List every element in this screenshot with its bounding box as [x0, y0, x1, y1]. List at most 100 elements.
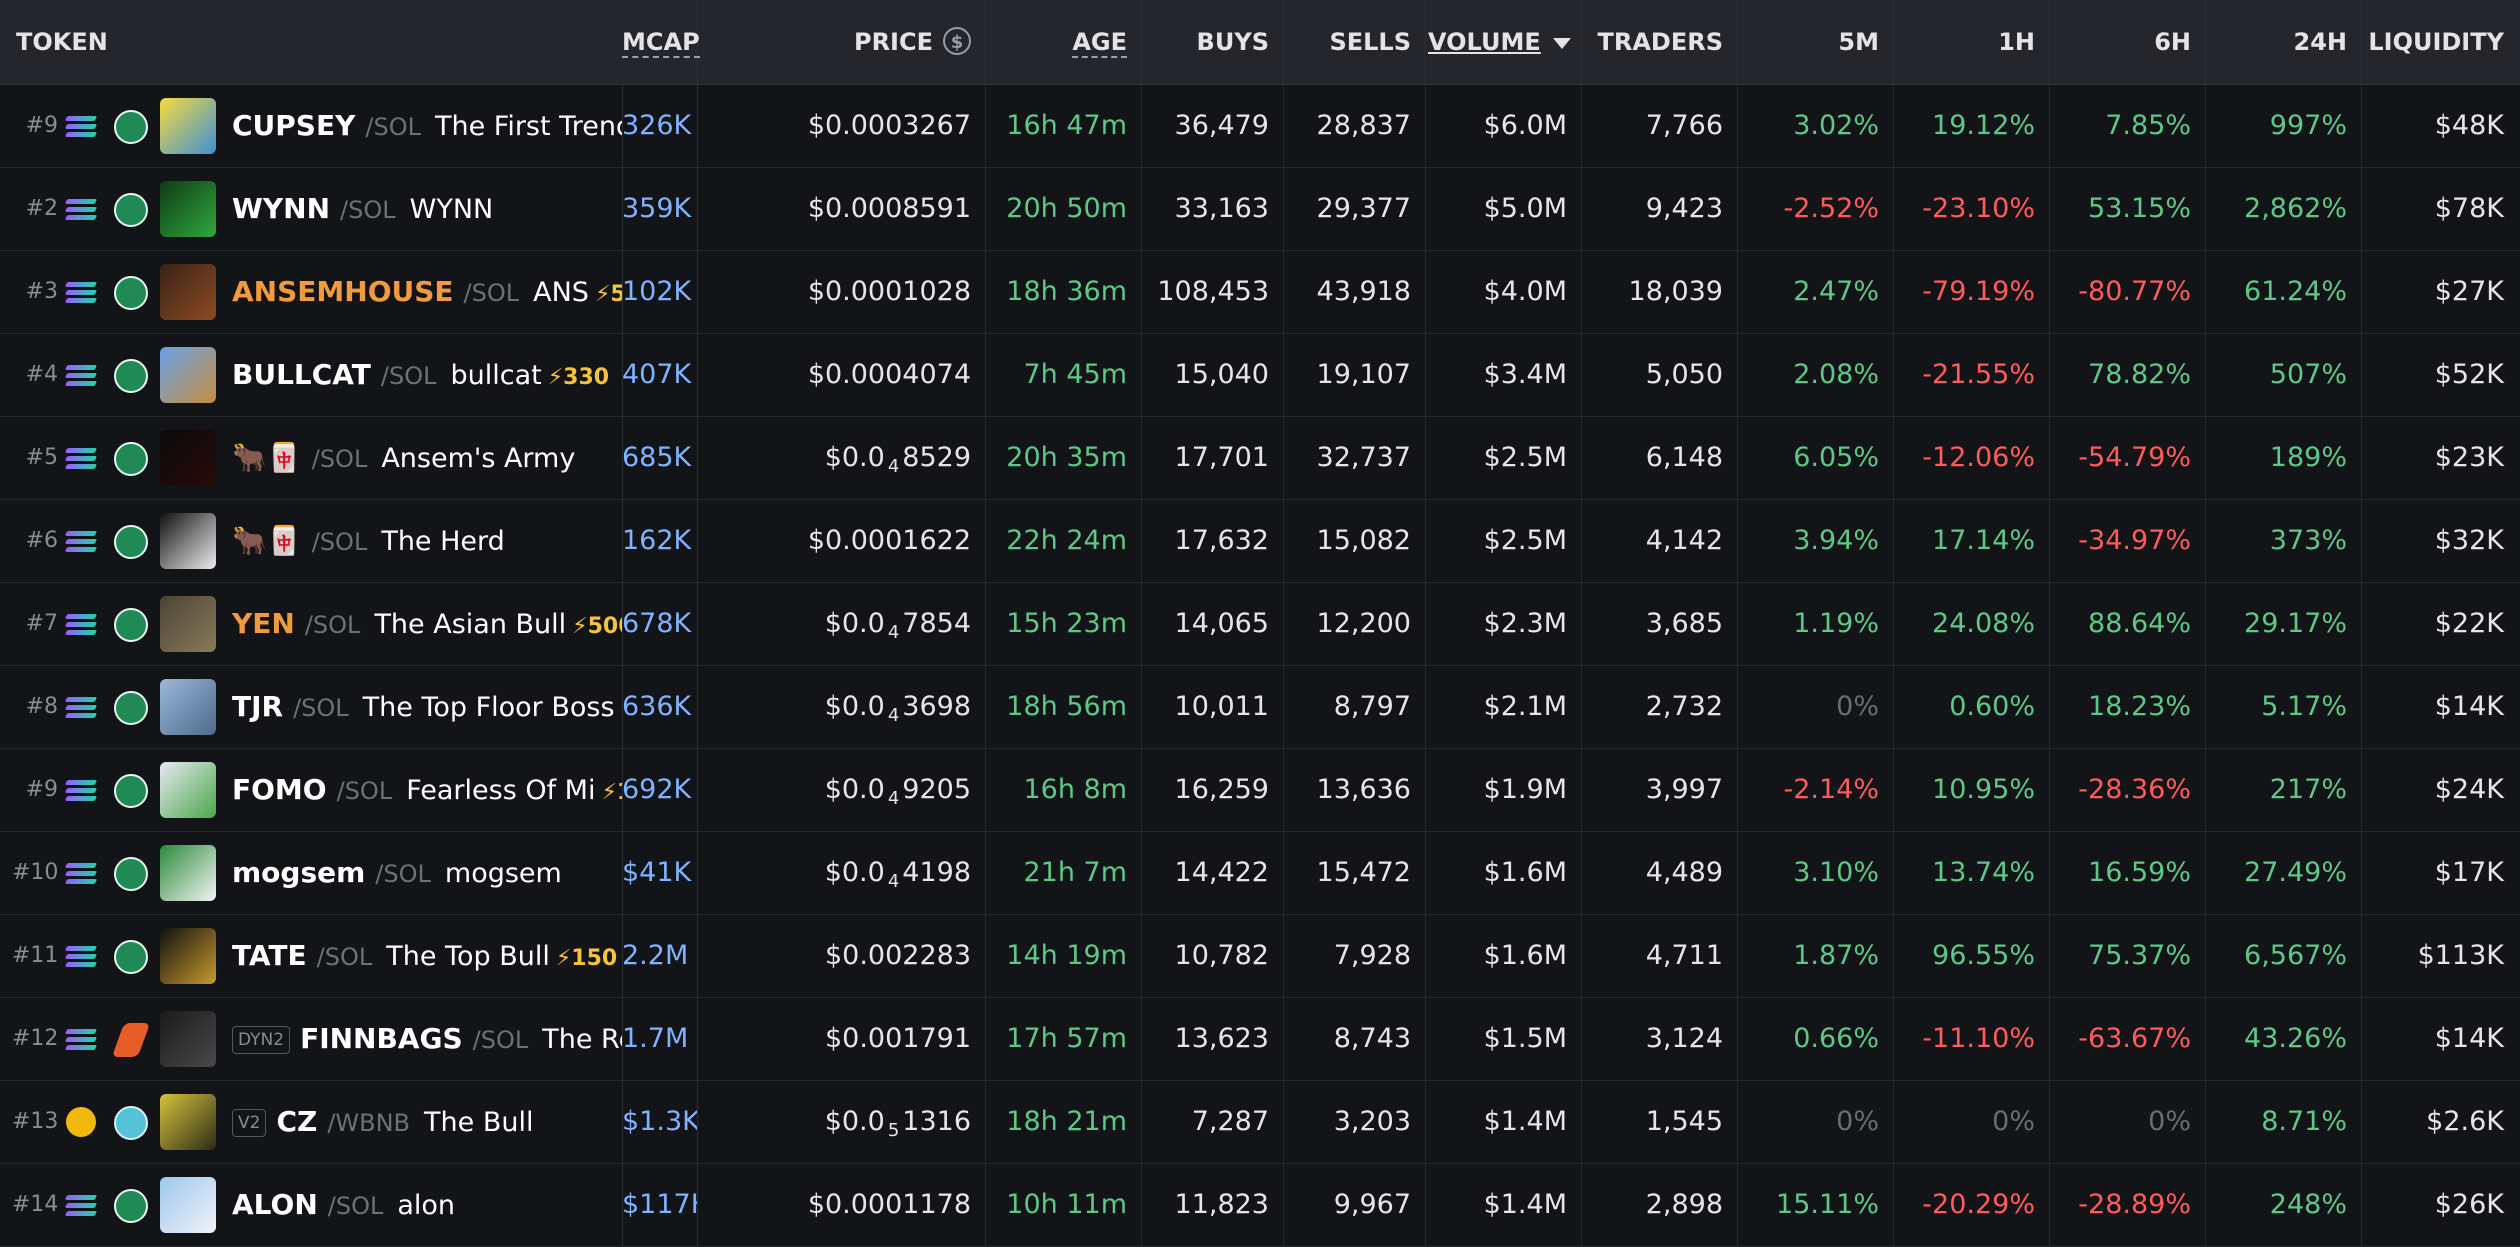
- boost-badge: ⚡150: [555, 946, 618, 971]
- symbol-text: TJR: [232, 690, 284, 723]
- token-symbol[interactable]: ALON/SOL alon: [232, 1163, 455, 1246]
- token-cell[interactable]: #8 TJR/SOL The Top Floor Boss: [0, 665, 623, 748]
- token-cell[interactable]: #4 BULLCAT/SOL bullcat ⚡330: [0, 333, 623, 416]
- token-symbol[interactable]: BULLCAT/SOL bullcat ⚡330: [232, 333, 609, 416]
- cell-h1: -21.55%: [1894, 333, 2050, 416]
- bull-warrior-avatar[interactable]: [160, 264, 216, 320]
- token-cell[interactable]: #12 DYN2 FINNBAGS/SOL The Retc: [0, 997, 623, 1080]
- col-1h-header[interactable]: 1H: [1894, 0, 2050, 84]
- cell-m5: -2.52%: [1738, 167, 1894, 250]
- cell-age: 16h 47m: [986, 84, 1142, 167]
- green-figure-avatar[interactable]: [160, 181, 216, 237]
- token-cell[interactable]: #13 V2 CZ/WBNB The Bull: [0, 1080, 623, 1163]
- token-cell[interactable]: #9 FOMO/SOL Fearless Of Mi⚡10: [0, 748, 623, 831]
- col-liquidity-header[interactable]: LIQUIDITY: [2362, 0, 2520, 84]
- token-symbol[interactable]: TJR/SOL The Top Floor Boss: [232, 665, 615, 748]
- token-symbol[interactable]: 🐂🀄 /SOL The Herd: [232, 499, 505, 582]
- col-price-header[interactable]: PRICE $: [698, 0, 986, 84]
- col-24h-header[interactable]: 24H: [2206, 0, 2362, 84]
- cell-h24: 507%: [2206, 333, 2362, 416]
- token-cell[interactable]: #2 WYNN/SOL WYNN: [0, 167, 623, 250]
- col-5m-header[interactable]: 5M: [1738, 0, 1894, 84]
- token-name: bullcat: [450, 360, 542, 391]
- col-mcap-header[interactable]: MCAP: [622, 0, 700, 84]
- col-buys-label: BUYS: [1196, 28, 1269, 56]
- col-liquidity-label: LIQUIDITY: [2368, 28, 2504, 56]
- symbol-text: YEN: [232, 607, 295, 640]
- table-row[interactable]: #9 CUPSEY/SOL The First Trench326K$0.00032…: [0, 84, 2520, 168]
- solana-icon: [64, 113, 98, 139]
- table-row[interactable]: #5 🐂🀄 /SOL Ansem's Army 685K $0.0 4 8529 20h 35m…: [0, 416, 2520, 500]
- table-row[interactable]: #8 TJR/SOL The Top Floor Boss 636K $0.0 4 3698…: [0, 665, 2520, 749]
- token-cell[interactable]: #9 CUPSEY/SOL The First Trench: [0, 84, 623, 167]
- cell-h1: 0%: [1894, 1080, 2050, 1163]
- token-symbol[interactable]: V2 CZ/WBNB The Bull: [232, 1080, 533, 1163]
- token-symbol[interactable]: mogsem/SOL mogsem: [232, 831, 562, 914]
- penguin-avatar[interactable]: [160, 845, 216, 901]
- token-symbol[interactable]: WYNN/SOL WYNN: [232, 167, 493, 250]
- col-6h-label: 6H: [2154, 28, 2191, 56]
- rank-label: #5: [25, 445, 58, 470]
- cell-liq: $26K: [2434, 1189, 2504, 1220]
- boost-badge: ⚡10: [601, 780, 622, 805]
- table-row[interactable]: #4 BULLCAT/SOL bullcat ⚡330 407K $0.0004074 7h…: [0, 333, 2520, 417]
- token-symbol[interactable]: FOMO/SOL Fearless Of Mi⚡10: [232, 748, 622, 831]
- cell-h6: -34.97%: [2050, 499, 2206, 582]
- table-row[interactable]: #7 YEN/SOL The Asian Bull⚡500678K$0.047854…: [0, 582, 2520, 666]
- pepe-avatar[interactable]: [160, 762, 216, 818]
- token-cell[interactable]: #5 🐂🀄 /SOL Ansem's Army: [0, 416, 623, 499]
- bull-mahjong-avatar[interactable]: [160, 513, 216, 569]
- dollar-circle-icon[interactable]: $: [943, 27, 971, 55]
- token-cell[interactable]: #3 ANSEMHOUSE/SOL ANS⚡500: [0, 250, 623, 333]
- token-symbol[interactable]: DYN2 FINNBAGS/SOL The Retc: [232, 997, 622, 1080]
- col-6h-header[interactable]: 6H: [2050, 0, 2206, 84]
- swap-icon: [114, 193, 148, 227]
- token-symbol[interactable]: ANSEMHOUSE/SOL ANS⚡500: [232, 250, 622, 333]
- rank-label: #9: [25, 777, 58, 802]
- token-cell[interactable]: #14 ALON/SOL alon: [0, 1163, 623, 1246]
- cell-h1: 0.60%: [1894, 665, 2050, 748]
- cell-mcap: 326K: [622, 84, 698, 167]
- token-cell[interactable]: #10 mogsem/SOL mogsem: [0, 831, 623, 914]
- gold-bull-avatar[interactable]: [160, 928, 216, 984]
- token-symbol[interactable]: TATE/SOL The Top Bull ⚡150: [232, 914, 617, 997]
- table-row[interactable]: #13 V2 CZ/WBNB The Bull $1.3K $0.0 5 1316 18h 21…: [0, 1080, 2520, 1164]
- table-header: TOKEN MCAP PRICE $ AGE BUYS SELLS VOLUME …: [0, 0, 2520, 85]
- table-row[interactable]: #3 ANSEMHOUSE/SOL ANS⚡500102K$0.000102818h…: [0, 250, 2520, 334]
- col-age-header[interactable]: AGE: [986, 0, 1142, 84]
- table-row[interactable]: #6 🐂🀄 /SOL The Herd 162K $0.0001622 22h 24m 17,…: [0, 499, 2520, 583]
- person-avatar[interactable]: [160, 679, 216, 735]
- table-row[interactable]: #9 FOMO/SOL Fearless Of Mi⚡10692K$0.049205…: [0, 748, 2520, 832]
- bull-cat-avatar[interactable]: [160, 347, 216, 403]
- table-row[interactable]: #12 DYN2 FINNBAGS/SOL The Retc1.7M$0.001791…: [0, 997, 2520, 1081]
- col-token-header[interactable]: TOKEN: [0, 0, 622, 84]
- minotaur-avatar[interactable]: [160, 596, 216, 652]
- cell-buys: 7,287: [1142, 1080, 1284, 1163]
- col-traders-header[interactable]: TRADERS: [1582, 0, 1738, 84]
- cell-h24: 2,862%: [2206, 167, 2362, 250]
- bull-tile-avatar[interactable]: [160, 430, 216, 486]
- spongebob-avatar[interactable]: [160, 98, 216, 154]
- token-symbol[interactable]: 🐂🀄 /SOL Ansem's Army: [232, 416, 575, 499]
- token-cell[interactable]: #6 🐂🀄 /SOL The Herd: [0, 499, 623, 582]
- table-row[interactable]: #10 mogsem/SOL mogsem $41K $0.0 4 4198 21h 7m 14…: [0, 831, 2520, 915]
- token-cell[interactable]: #11 TATE/SOL The Top Bull ⚡150: [0, 914, 623, 997]
- col-sells-header[interactable]: SELLS: [1284, 0, 1426, 84]
- token-symbol[interactable]: YEN/SOL The Asian Bull⚡500: [232, 582, 622, 665]
- dark-portrait-avatar[interactable]: [160, 1011, 216, 1067]
- cell-mcap: 407K: [622, 333, 698, 416]
- rank-label: #8: [25, 694, 58, 719]
- anime-avatar[interactable]: [160, 1177, 216, 1233]
- token-name: The Top Floor Boss: [362, 692, 615, 723]
- table-row[interactable]: #11 TATE/SOL The Top Bull ⚡150 2.2M $0.002283…: [0, 914, 2520, 998]
- table-row[interactable]: #2 WYNN/SOL WYNN 359K $0.0008591 20h 50m 33,16…: [0, 167, 2520, 251]
- token-symbol[interactable]: CUPSEY/SOL The First Trench: [232, 84, 622, 167]
- token-cell[interactable]: #7 YEN/SOL The Asian Bull⚡500: [0, 582, 623, 665]
- col-buys-header[interactable]: BUYS: [1142, 0, 1284, 84]
- cell-volume: $2.1M: [1426, 665, 1582, 748]
- cz-avatar[interactable]: [160, 1094, 216, 1150]
- cell-traders: 6,148: [1582, 416, 1738, 499]
- symbol-text: mogsem: [232, 856, 366, 889]
- col-volume-header[interactable]: VOLUME: [1426, 0, 1582, 84]
